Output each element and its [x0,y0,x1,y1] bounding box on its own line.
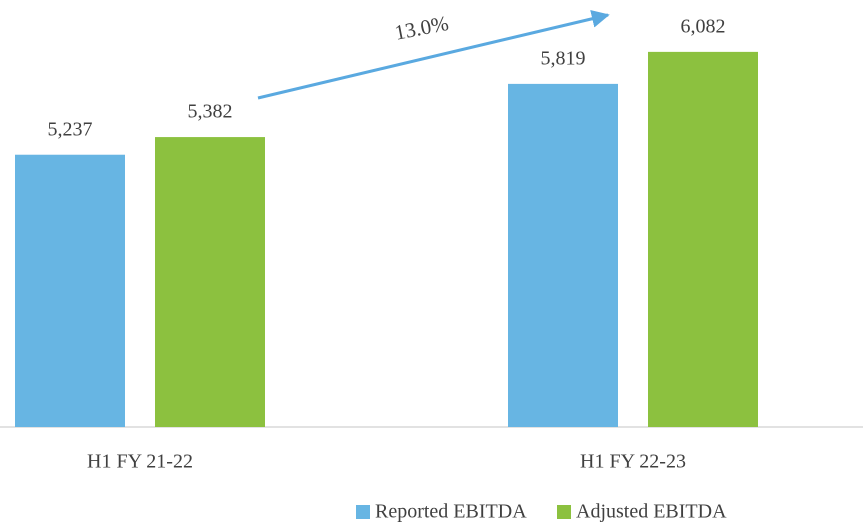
legend-swatch [356,505,370,519]
data-label: 5,237 [48,118,93,140]
growth-arrow [257,9,610,100]
bar [15,154,125,427]
legend-label: Reported EBITDA [375,501,527,523]
data-label: 5,382 [188,101,233,123]
x-tick-label: H1 FY 22-23 [580,451,686,473]
growth-annotation: 13.0% [393,11,451,45]
bar [508,83,618,428]
legend-label: Adjusted EBITDA [576,501,727,523]
data-label: 5,819 [541,47,586,69]
bar [648,51,758,427]
bar [155,137,265,427]
data-label: 6,082 [681,15,726,37]
legend-swatch [557,505,571,519]
x-tick-label: H1 FY 21-22 [87,451,193,473]
